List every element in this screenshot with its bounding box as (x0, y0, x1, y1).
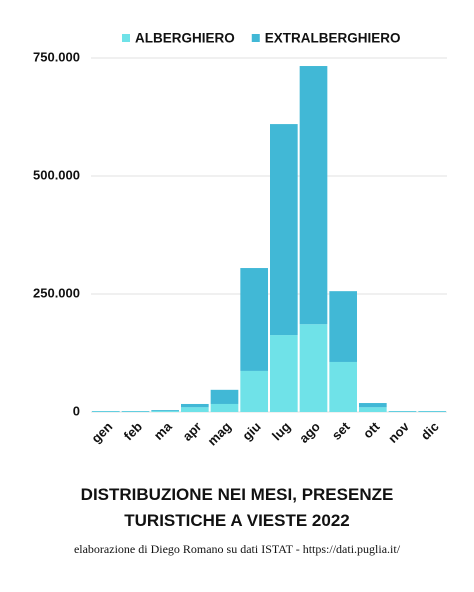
bar-segment (240, 268, 268, 371)
legend-swatch (251, 34, 260, 42)
bar-segment (181, 407, 209, 412)
x-tick-label: nov (385, 418, 412, 445)
bar-segment (270, 124, 298, 336)
legend-label: ALBERGHIERO (135, 31, 235, 46)
legend-label: EXTRALBERGHIERO (265, 31, 401, 46)
bar-segment (240, 370, 268, 412)
chart-title: DISTRIBUZIONE NEI MESI, PRESENZE TURISTI… (80, 485, 394, 530)
bar-segment (359, 407, 387, 412)
bar-segment (329, 291, 357, 362)
legend-swatch (122, 34, 130, 42)
x-tick-label: dic (418, 419, 442, 443)
x-tick-label: ago (296, 419, 323, 446)
chart-source: elaborazione di Diego Romano su dati IST… (73, 542, 401, 556)
bar-segment (210, 389, 239, 404)
bar-segment (359, 403, 387, 408)
x-tick-label: ma (151, 418, 175, 442)
x-tick-label: mag (205, 419, 235, 449)
bar-segment (299, 324, 328, 412)
x-tick-label: ott (360, 418, 383, 441)
bar-segment (210, 403, 239, 412)
y-tick-label: 500.000 (33, 167, 80, 182)
x-tick-label: feb (121, 419, 145, 443)
bar-segment (299, 66, 328, 325)
x-tick-label: set (329, 418, 353, 442)
x-tick-label: apr (179, 419, 204, 444)
x-tick-label: giu (239, 419, 263, 443)
bar-segment (270, 335, 298, 412)
y-tick-label: 0 (73, 403, 80, 418)
y-tick-label: 750.000 (33, 49, 80, 64)
bar-segment (181, 403, 209, 408)
bar-segment (151, 411, 179, 412)
bar-segment (329, 361, 357, 412)
chart: 0 250.000 500.000 750.000 ALBERGHIERO EXTRALB… (33, 31, 447, 449)
y-tick-label: 250.000 (33, 285, 80, 300)
x-tick-label: gen (88, 419, 115, 446)
bar-segment (151, 410, 179, 412)
x-tick-label: lug (269, 419, 293, 443)
